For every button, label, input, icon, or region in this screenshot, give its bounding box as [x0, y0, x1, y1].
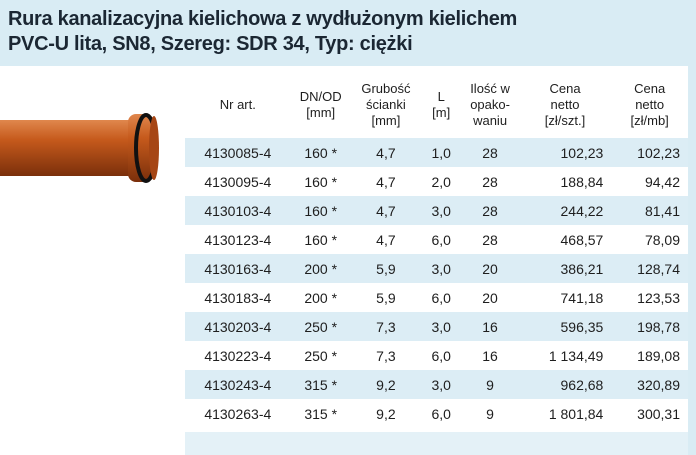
table-cell: 160 * — [291, 167, 351, 196]
table-cell: 198,78 — [611, 312, 688, 341]
table-cell: 315 * — [291, 399, 351, 428]
table-cell: 20 — [461, 254, 518, 283]
table-cell: 468,57 — [519, 225, 612, 254]
table-cell: 4130243-4 — [185, 370, 291, 399]
table-cell: 94,42 — [611, 167, 688, 196]
table-cell: 78,09 — [611, 225, 688, 254]
pipe-image — [0, 100, 170, 200]
table-cell: 315 * — [291, 370, 351, 399]
table-cell: 20 — [461, 283, 518, 312]
border — [688, 66, 696, 455]
table-cell: 741,18 — [519, 283, 612, 312]
table-cell: 4130263-4 — [185, 399, 291, 428]
table-cell: 4,7 — [351, 225, 421, 254]
table-cell: 4130095-4 — [185, 167, 291, 196]
table-cell: 3,0 — [421, 312, 461, 341]
table-cell: 250 * — [291, 341, 351, 370]
table-cell: 3,0 — [421, 370, 461, 399]
table-cell: 9 — [461, 399, 518, 428]
table-cell: 6,0 — [421, 225, 461, 254]
page: Rura kanalizacyjna kielichowa z wydłużon… — [0, 0, 696, 455]
table-cell: 102,23 — [611, 138, 688, 167]
table-cell: 4,7 — [351, 138, 421, 167]
column-header: Grubość ścianki [mm] — [351, 72, 421, 138]
table-cell: 1 134,49 — [519, 341, 612, 370]
table-cell: 250 * — [291, 312, 351, 341]
table-cell: 9 — [461, 370, 518, 399]
table-cell: 7,3 — [351, 312, 421, 341]
table-cell: 128,74 — [611, 254, 688, 283]
table-cell: 596,35 — [519, 312, 612, 341]
table-cell: 4130123-4 — [185, 225, 291, 254]
header-row: Nr art.DN/OD [mm]Grubość ścianki [mm]L [… — [185, 72, 688, 138]
table-cell: 28 — [461, 167, 518, 196]
table-cell: 4,7 — [351, 196, 421, 225]
table-cell: 2,0 — [421, 167, 461, 196]
table-cell: 200 * — [291, 283, 351, 312]
table-cell: 4130085-4 — [185, 138, 291, 167]
table-cell: 16 — [461, 312, 518, 341]
table-cell: 200 * — [291, 254, 351, 283]
table-cell: 6,0 — [421, 341, 461, 370]
table-cell: 300,31 — [611, 399, 688, 428]
title-line: PVC-U lita, SN8, Szereg: SDR 34, Typ: ci… — [0, 32, 696, 57]
table-cell: 160 * — [291, 225, 351, 254]
table-cell: 102,23 — [519, 138, 612, 167]
table-cell: 244,22 — [519, 196, 612, 225]
table-cell: 9,2 — [351, 399, 421, 428]
table-cell: 28 — [461, 225, 518, 254]
table-cell: 5,9 — [351, 283, 421, 312]
table-cell: 3,0 — [421, 196, 461, 225]
table-cell: 386,21 — [519, 254, 612, 283]
table-cell: 188,84 — [519, 167, 612, 196]
footer-band — [185, 432, 688, 455]
column-header: Ilość w opako- waniu — [461, 72, 518, 138]
price-table: Nr art.DN/OD [mm]Grubość ścianki [mm]L [… — [185, 72, 688, 428]
table-cell: 9,2 — [351, 370, 421, 399]
table-cell: 4130183-4 — [185, 283, 291, 312]
table-cell: 81,41 — [611, 196, 688, 225]
table-cell: 320,89 — [611, 370, 688, 399]
table-cell: 4130223-4 — [185, 341, 291, 370]
column-header: L [m] — [421, 72, 461, 138]
table-cell: 160 * — [291, 138, 351, 167]
table-cell: 4130103-4 — [185, 196, 291, 225]
table-cell: 28 — [461, 138, 518, 167]
column-header: DN/OD [mm] — [291, 72, 351, 138]
table-cell: 160 * — [291, 196, 351, 225]
table-cell: 5,9 — [351, 254, 421, 283]
title-bar: Rura kanalizacyjna kielichowa z wydłużon… — [0, 0, 696, 66]
table-cell: 28 — [461, 196, 518, 225]
table-cell: 189,08 — [611, 341, 688, 370]
table-cell: 16 — [461, 341, 518, 370]
table-cell: 1 801,84 — [519, 399, 612, 428]
table-cell: 4,7 — [351, 167, 421, 196]
table-cell: 1,0 — [421, 138, 461, 167]
table-cell: 6,0 — [421, 283, 461, 312]
table-cell: 4130163-4 — [185, 254, 291, 283]
table-cell: 7,3 — [351, 341, 421, 370]
column-header: Cena netto [zł/mb] — [611, 72, 688, 138]
table-cell: 962,68 — [519, 370, 612, 399]
column-header: Nr art. — [185, 72, 291, 138]
table-cell: 3,0 — [421, 254, 461, 283]
column-header: Cena netto [zł/szt.] — [519, 72, 612, 138]
title-line: Rura kanalizacyjna kielichowa z wydłużon… — [0, 0, 696, 32]
table-cell: 123,53 — [611, 283, 688, 312]
table-cell: 4130203-4 — [185, 312, 291, 341]
table-cell: 6,0 — [421, 399, 461, 428]
